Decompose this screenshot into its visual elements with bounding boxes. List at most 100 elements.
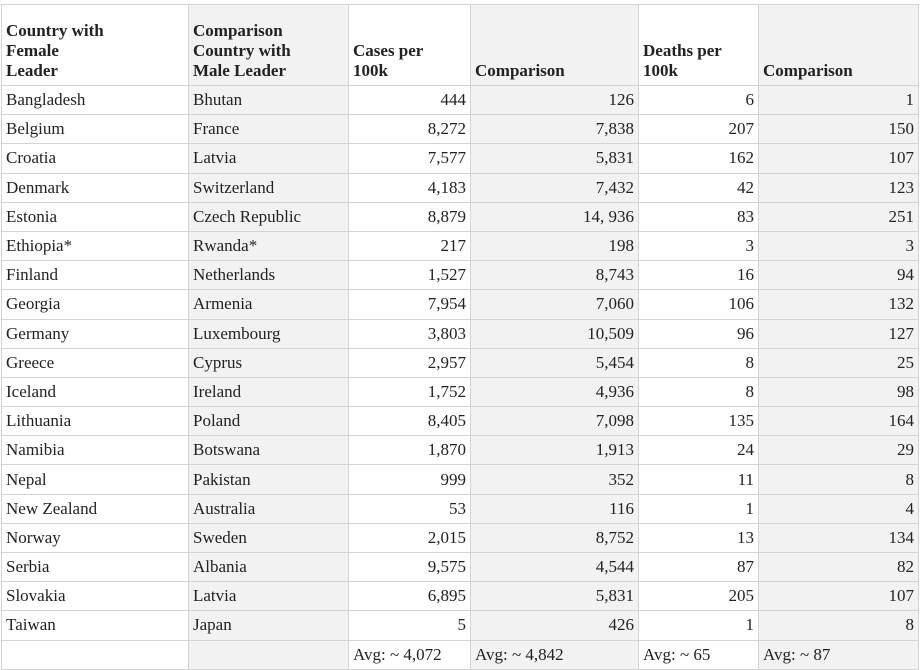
table-cell: Belgium (1, 114, 189, 145)
table-cell: 6 (638, 84, 759, 116)
table-cell: 1 (758, 84, 919, 116)
table-cell: 198 (470, 230, 639, 262)
table-cell: 1 (638, 493, 759, 524)
table-row: Serbia Albania 9,575 4,544 87 82 (1, 551, 919, 583)
table-cell: 96 (638, 318, 759, 349)
table-cell: 7,098 (470, 406, 639, 437)
table-cell: Netherlands (188, 260, 349, 291)
table-row: New Zealand Australia 53 116 1 4 (1, 493, 919, 524)
table-cell: 205 (638, 581, 759, 612)
column-header: Comparison Country with Male Leader (188, 4, 349, 86)
table-row: Georgia Armenia 7,954 7,060 106 132 (1, 289, 919, 320)
table-cell: 132 (758, 289, 919, 320)
table-cell: 5,831 (470, 143, 639, 174)
table-cell: Taiwan (1, 610, 189, 641)
table-cell: 24 (638, 435, 759, 466)
table-cell: 7,577 (348, 143, 471, 174)
table-row: Finland Netherlands 1,527 8,743 16 94 (1, 260, 919, 291)
table-cell: Czech Republic (188, 201, 349, 232)
table-cell: 3 (758, 230, 919, 262)
table-row: Bangladesh Bhutan 444 126 6 1 (1, 84, 919, 116)
table-cell: 150 (758, 114, 919, 145)
table-cell: Serbia (1, 551, 189, 583)
table-cell: 164 (758, 406, 919, 437)
table-row: Lithuania Poland 8,405 7,098 135 164 (1, 406, 919, 437)
table-cell: Pakistan (188, 464, 349, 495)
table-row: Ethiopia* Rwanda* 217 198 3 3 (1, 230, 919, 262)
table-cell: France (188, 114, 349, 145)
table-cell: 8,752 (470, 522, 639, 554)
column-header: Comparison (758, 4, 919, 86)
table-cell: Lithuania (1, 406, 189, 437)
table-cell: Botswana (188, 435, 349, 466)
table-cell: 29 (758, 435, 919, 466)
data-table: Country with Female Leader Comparison Cou… (1, 4, 919, 670)
table-cell: 8 (638, 376, 759, 408)
table-cell: 352 (470, 464, 639, 495)
table-cell: Estonia (1, 201, 189, 232)
table-row: Denmark Switzerland 4,183 7,432 42 123 (1, 172, 919, 203)
table-cell: 999 (348, 464, 471, 495)
table-cell: 107 (758, 143, 919, 174)
table-row: Estonia Czech Republic 8,879 14, 936 83 251 (1, 201, 919, 232)
table-cell: 11 (638, 464, 759, 495)
table-cell: 7,432 (470, 172, 639, 203)
table-row: Germany Luxembourg 3,803 10,509 96 127 (1, 318, 919, 349)
table-cell: 8,743 (470, 260, 639, 291)
table-cell: 98 (758, 376, 919, 408)
table-cell: 1,527 (348, 260, 471, 291)
table-cell: Albania (188, 551, 349, 583)
table-cell: Namibia (1, 435, 189, 466)
table-cell: 2,015 (348, 522, 471, 554)
table-cell: Germany (1, 318, 189, 349)
table-cell: Georgia (1, 289, 189, 320)
table-cell: Ireland (188, 376, 349, 408)
table-cell: 83 (638, 201, 759, 232)
table-cell: 1,752 (348, 376, 471, 408)
table-cell: Rwanda* (188, 230, 349, 262)
table-cell: New Zealand (1, 493, 189, 524)
table-cell: 106 (638, 289, 759, 320)
table-cell: Australia (188, 493, 349, 524)
column-header: Country with Female Leader (1, 4, 189, 86)
table-cell: 426 (470, 610, 639, 641)
table-cell: 3,803 (348, 318, 471, 349)
table-cell: 2,957 (348, 347, 471, 378)
table-cell: 8 (758, 464, 919, 495)
table-row: Namibia Botswana 1,870 1,913 24 29 (1, 435, 919, 466)
table-cell: 13 (638, 522, 759, 554)
table-cell: 94 (758, 260, 919, 291)
table-row: Slovakia Latvia 6,895 5,831 205 107 (1, 581, 919, 612)
table-cell: 9,575 (348, 551, 471, 583)
table-cell: Poland (188, 406, 349, 437)
table-cell: 444 (348, 84, 471, 116)
table-cell: 4,183 (348, 172, 471, 203)
table-cell: 5 (348, 610, 471, 641)
table-cell: 53 (348, 493, 471, 524)
column-header: Cases per 100k (348, 4, 471, 86)
table-cell: Armenia (188, 289, 349, 320)
footer-row: Avg: ~ 4,072 Avg: ~ 4,842 Avg: ~ 65 Avg: ~ … (1, 639, 919, 670)
table-cell: Slovakia (1, 581, 189, 612)
table-cell: Latvia (188, 581, 349, 612)
table-row: Taiwan Japan 5 426 1 8 (1, 610, 919, 641)
table-cell: Bangladesh (1, 84, 189, 116)
table-cell: 126 (470, 84, 639, 116)
column-header: Deaths per 100k (638, 4, 759, 86)
table-cell: 5,831 (470, 581, 639, 612)
table-cell: 1 (638, 610, 759, 641)
table-cell: 8 (758, 610, 919, 641)
table-cell: Luxembourg (188, 318, 349, 349)
table-cell: 8,879 (348, 201, 471, 232)
table-cell: Greece (1, 347, 189, 378)
table-cell: 4,936 (470, 376, 639, 408)
table-cell: Latvia (188, 143, 349, 174)
table-cell: Denmark (1, 172, 189, 203)
average-cell: Avg: ~ 4,842 (470, 639, 639, 670)
table-cell: 162 (638, 143, 759, 174)
table-cell: 251 (758, 201, 919, 232)
table-cell: 6,895 (348, 581, 471, 612)
table-cell: 82 (758, 551, 919, 583)
table-cell: 4,544 (470, 551, 639, 583)
